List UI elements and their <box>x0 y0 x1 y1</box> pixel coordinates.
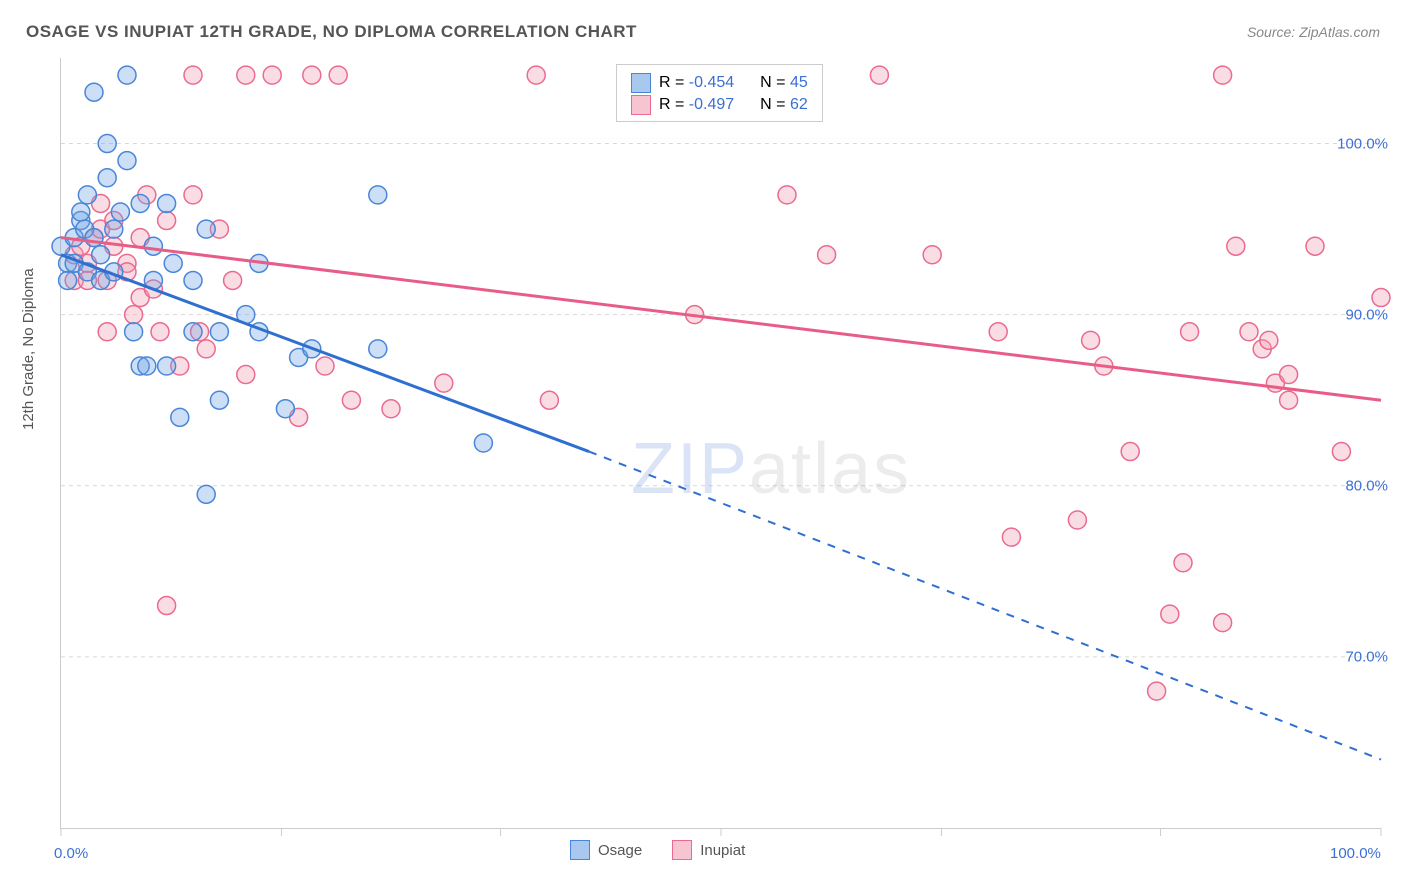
scatter-point <box>85 83 103 101</box>
scatter-point <box>151 323 169 341</box>
osage-trend-line <box>61 255 589 452</box>
chart-title: OSAGE VS INUPIAT 12TH GRADE, NO DIPLOMA … <box>26 22 637 42</box>
scatter-point <box>369 340 387 358</box>
scatter-point <box>164 254 182 272</box>
scatter-point <box>1214 66 1232 84</box>
scatter-point <box>184 271 202 289</box>
scatter-point <box>224 271 242 289</box>
scatter-point <box>1068 511 1086 529</box>
scatter-point <box>1260 331 1278 349</box>
scatter-point <box>540 391 558 409</box>
scatter-point <box>1161 605 1179 623</box>
scatter-point <box>329 66 347 84</box>
scatter-point <box>105 220 123 238</box>
legend-n-label: N = 45 <box>760 74 808 92</box>
scatter-point <box>1372 289 1390 307</box>
scatter-point <box>1240 323 1258 341</box>
scatter-point <box>98 323 116 341</box>
scatter-point <box>382 400 400 418</box>
scatter-point <box>210 323 228 341</box>
osage-swatch-icon <box>631 73 651 93</box>
y-axis-label: 12th Grade, No Diploma <box>20 268 37 430</box>
series-legend: Osage Inupiat <box>570 840 745 860</box>
scatter-point <box>870 66 888 84</box>
scatter-point <box>474 434 492 452</box>
scatter-point <box>1002 528 1020 546</box>
scatter-point <box>923 246 941 264</box>
scatter-point <box>184 186 202 204</box>
legend-r-label: R = -0.454 <box>659 74 734 92</box>
scatter-point <box>210 391 228 409</box>
scatter-point <box>125 306 143 324</box>
y-tick-label: 100.0% <box>1337 135 1388 152</box>
scatter-point <box>263 66 281 84</box>
scatter-point <box>1280 391 1298 409</box>
scatter-point <box>237 66 255 84</box>
scatter-point <box>1280 366 1298 384</box>
scatter-point <box>158 212 176 230</box>
x-tick-label: 100.0% <box>1330 845 1381 862</box>
scatter-point <box>342 391 360 409</box>
scatter-point <box>184 323 202 341</box>
scatter-point <box>316 357 334 375</box>
source-label: Source: ZipAtlas.com <box>1247 24 1380 40</box>
scatter-point <box>1148 682 1166 700</box>
legend-r-label: R = -0.497 <box>659 96 734 114</box>
scatter-point <box>1181 323 1199 341</box>
scatter-point <box>1227 237 1245 255</box>
correlation-legend: R = -0.454 N = 45 R = -0.497 N = 62 <box>616 64 823 122</box>
scatter-point <box>1214 614 1232 632</box>
legend-inupiat-label: Inupiat <box>700 842 745 859</box>
scatter-point <box>989 323 1007 341</box>
scatter-point <box>78 186 96 204</box>
scatter-point <box>778 186 796 204</box>
scatter-point <box>1332 443 1350 461</box>
scatter-point <box>276 400 294 418</box>
scatter-point <box>1306 237 1324 255</box>
y-tick-label: 70.0% <box>1345 648 1388 665</box>
y-tick-label: 90.0% <box>1345 306 1388 323</box>
plot-area: R = -0.454 N = 45 R = -0.497 N = 62 ZIPa… <box>60 58 1381 829</box>
scatter-point <box>197 340 215 358</box>
scatter-point <box>197 220 215 238</box>
scatter-point <box>98 135 116 153</box>
scatter-point <box>72 203 90 221</box>
scatter-point <box>131 194 149 212</box>
scatter-point <box>92 246 110 264</box>
inupiat-swatch-icon <box>672 840 692 860</box>
inupiat-swatch-icon <box>631 95 651 115</box>
scatter-point <box>59 271 77 289</box>
scatter-point <box>144 237 162 255</box>
inupiat-trend-line <box>61 238 1381 401</box>
scatter-point <box>369 186 387 204</box>
scatter-point <box>1082 331 1100 349</box>
scatter-point <box>237 366 255 384</box>
scatter-point <box>158 194 176 212</box>
osage-trend-line-dashed <box>589 452 1381 760</box>
scatter-point <box>111 203 129 221</box>
scatter-point <box>435 374 453 392</box>
scatter-point <box>1121 443 1139 461</box>
scatter-point <box>303 66 321 84</box>
scatter-point <box>527 66 545 84</box>
scatter-point <box>171 408 189 426</box>
scatter-point <box>1174 554 1192 572</box>
legend-n-label: N = 62 <box>760 96 808 114</box>
y-tick-label: 80.0% <box>1345 477 1388 494</box>
scatter-point <box>184 66 202 84</box>
osage-swatch-icon <box>570 840 590 860</box>
scatter-point <box>818 246 836 264</box>
scatter-point <box>118 66 136 84</box>
scatter-point <box>158 357 176 375</box>
scatter-point <box>125 323 143 341</box>
scatter-point <box>98 169 116 187</box>
x-tick-label: 0.0% <box>54 845 88 862</box>
scatter-point <box>138 357 156 375</box>
scatter-point <box>197 485 215 503</box>
legend-osage-label: Osage <box>598 842 642 859</box>
scatter-point <box>118 152 136 170</box>
scatter-point <box>158 597 176 615</box>
